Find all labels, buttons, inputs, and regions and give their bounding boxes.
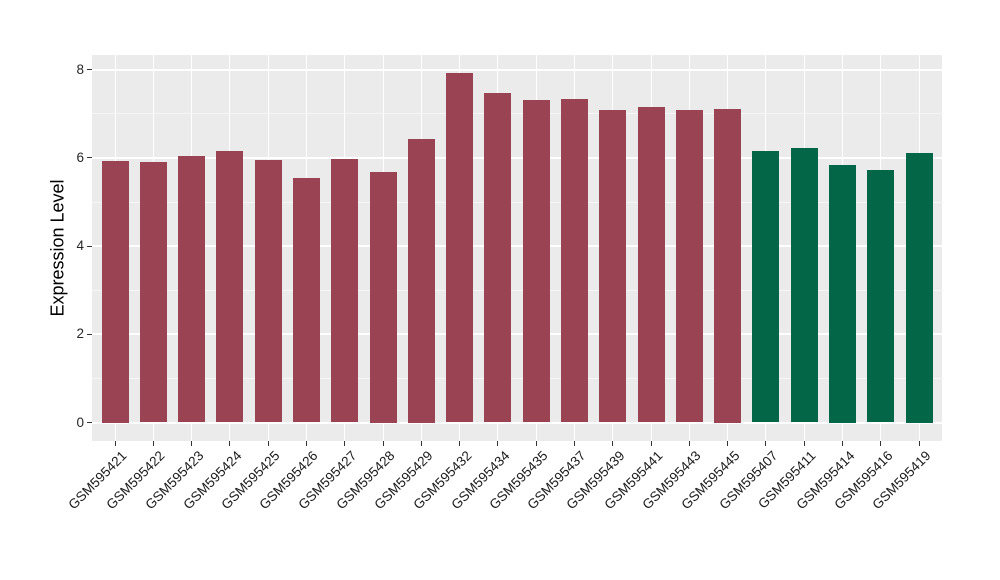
x-tick xyxy=(612,441,614,446)
gridline-minor xyxy=(92,377,942,379)
y-tick xyxy=(87,333,92,335)
x-tick xyxy=(382,441,384,446)
bar-GSM595443 xyxy=(675,110,703,423)
y-tick-label: 4 xyxy=(76,238,84,254)
x-tick xyxy=(918,441,920,446)
bar-GSM595435 xyxy=(522,99,550,423)
x-tick xyxy=(191,441,192,446)
x-tick xyxy=(573,441,575,446)
gridline-minor xyxy=(92,201,942,203)
bar-GSM595414 xyxy=(829,164,856,423)
gridline-major xyxy=(92,156,942,159)
y-tick-label: 6 xyxy=(76,149,84,165)
bar-GSM595423 xyxy=(178,156,205,423)
bar-GSM595411 xyxy=(790,147,818,423)
gridline-major xyxy=(92,68,942,71)
x-tick xyxy=(727,441,729,446)
bar-GSM595432 xyxy=(446,73,474,423)
x-tick xyxy=(114,441,116,446)
y-tick-label: 2 xyxy=(76,326,84,342)
x-tick xyxy=(803,441,805,446)
x-tick xyxy=(535,441,537,446)
bar-GSM595419 xyxy=(905,153,933,423)
bar-GSM595425 xyxy=(254,160,282,423)
x-tick xyxy=(344,441,346,446)
plot-panel xyxy=(92,55,942,441)
x-tick xyxy=(229,441,231,446)
bar-GSM595445 xyxy=(714,108,742,423)
bar-GSM595421 xyxy=(101,160,129,423)
gridline-minor xyxy=(92,289,942,291)
x-tick xyxy=(842,441,843,446)
bar-GSM595428 xyxy=(369,172,397,423)
bar-GSM595439 xyxy=(599,109,627,423)
x-tick xyxy=(305,441,307,446)
x-tick xyxy=(152,441,154,446)
bar-GSM595426 xyxy=(292,177,320,423)
x-tick xyxy=(650,441,652,446)
y-tick xyxy=(87,69,92,71)
gridline-minor xyxy=(92,113,942,115)
x-tick xyxy=(267,441,269,446)
gridline-major xyxy=(92,245,942,248)
bar-GSM595422 xyxy=(139,162,167,423)
bar-GSM595416 xyxy=(867,170,895,423)
y-tick-label: 8 xyxy=(76,61,84,77)
y-tick-label: 0 xyxy=(76,414,84,430)
y-tick xyxy=(87,245,92,247)
x-tick xyxy=(880,441,882,446)
bar-GSM595424 xyxy=(216,150,244,423)
x-tick xyxy=(688,441,690,446)
bar-GSM595437 xyxy=(560,98,588,423)
x-tick xyxy=(420,441,422,446)
y-tick xyxy=(87,422,92,423)
gridline-major xyxy=(92,421,942,424)
bar-GSM595441 xyxy=(637,107,665,423)
y-tick xyxy=(87,157,92,159)
bar-GSM595429 xyxy=(407,138,435,423)
x-tick xyxy=(765,441,767,446)
x-tick xyxy=(459,441,461,446)
bar-GSM595427 xyxy=(331,158,359,423)
bar-GSM595407 xyxy=(752,150,780,423)
bar-GSM595434 xyxy=(484,93,512,423)
x-tick xyxy=(497,441,499,446)
gridline-major xyxy=(92,333,942,336)
